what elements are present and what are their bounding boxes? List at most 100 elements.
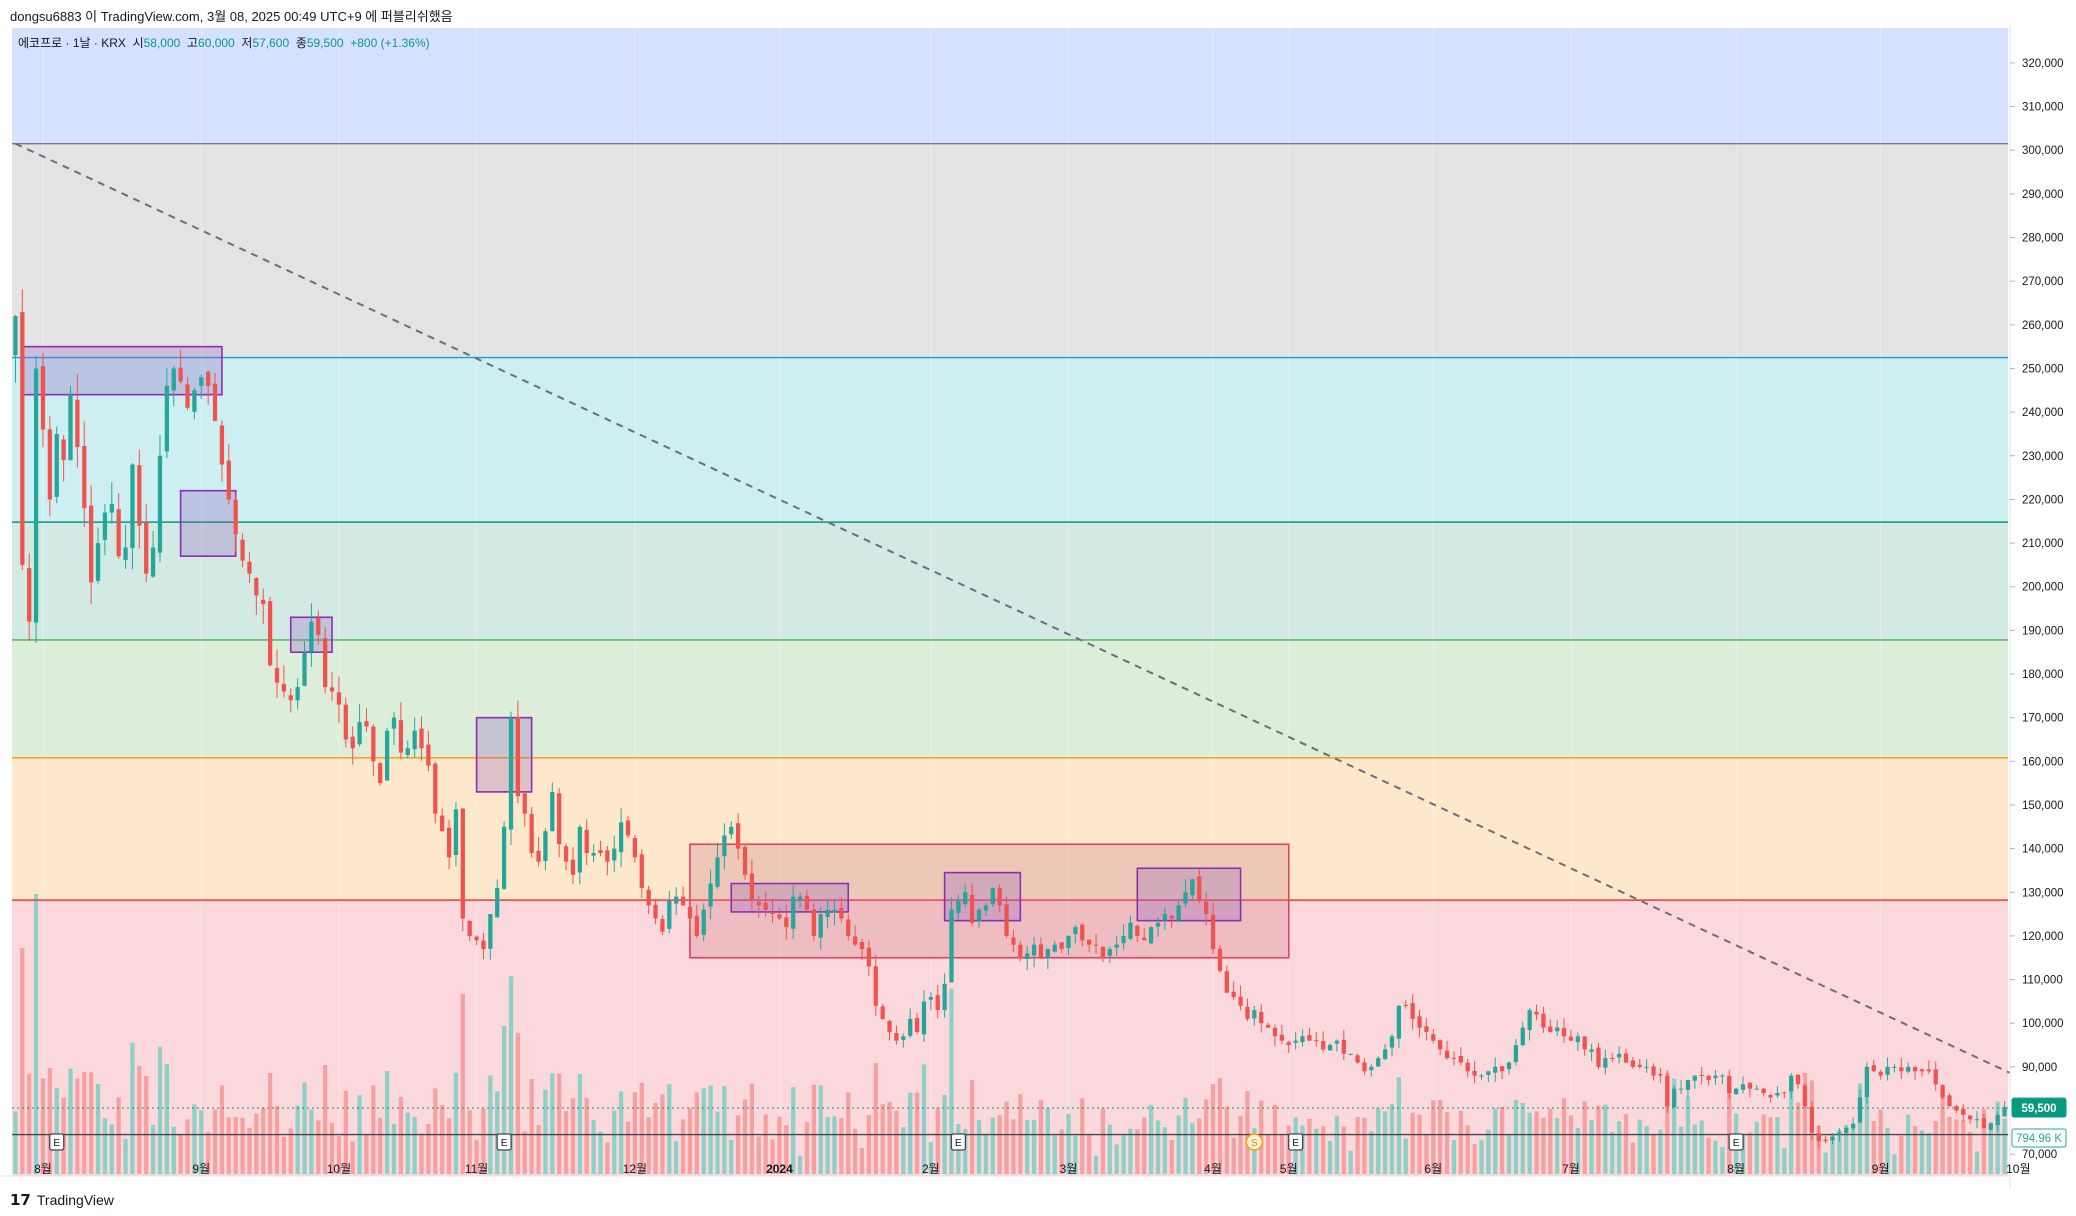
candle-body <box>281 684 287 692</box>
volume-bar <box>460 993 465 1174</box>
candle-body <box>1093 944 1099 946</box>
volume-bar <box>1761 1114 1766 1174</box>
candle-body <box>1974 1119 1980 1121</box>
volume-bar <box>1403 1138 1408 1174</box>
volume-bar <box>1892 1154 1897 1174</box>
volume-bar <box>928 1142 933 1174</box>
volume-bar <box>735 1115 741 1174</box>
earnings-icon <box>1287 1133 1304 1151</box>
volume-bar <box>1988 1122 1993 1174</box>
candle-body <box>1672 1088 1677 1108</box>
price-tick-label: 270,000 <box>2022 276 2064 288</box>
candle-body <box>1954 1106 1959 1111</box>
volume-bar <box>1410 1112 1415 1174</box>
volume-bar <box>1857 1083 1863 1174</box>
time-tick-label: 9월 <box>1872 1162 1890 1176</box>
volume-bar <box>591 1119 596 1174</box>
candle-body <box>1906 1066 1911 1072</box>
time-axis[interactable]: 8월 9월 10월 11월 12월 2024 2월 3월 4월 5월 6월 7월 8월 9월 10월 <box>0 1162 2031 1177</box>
time-tick-label: 4월 <box>1204 1162 1222 1176</box>
volume-bar <box>1341 1126 1346 1174</box>
high-value: 60,000 <box>198 36 235 50</box>
volume-bar <box>894 1110 899 1174</box>
candle-body <box>1947 1095 1952 1107</box>
volume-bar <box>501 1025 507 1174</box>
candle-body <box>240 539 245 561</box>
candle-body <box>1217 948 1223 971</box>
candle-body <box>123 547 128 560</box>
candle-body <box>1369 1066 1374 1071</box>
candle-body <box>501 826 507 889</box>
candle-body <box>942 983 947 1010</box>
volume-bar <box>1087 1134 1092 1174</box>
volume-bar <box>804 1122 810 1174</box>
volume-bar <box>1568 1115 1574 1174</box>
candle-body <box>632 838 638 858</box>
high-label: 고 <box>186 36 199 50</box>
candle-body <box>1066 935 1071 948</box>
annotation-box-6 <box>943 871 1022 922</box>
candle-body <box>921 1001 927 1035</box>
candle-body <box>612 848 617 861</box>
volume-bar <box>364 1134 369 1174</box>
candle-body <box>212 383 218 421</box>
volume-bar <box>33 894 39 1174</box>
candle-body <box>1527 1010 1532 1030</box>
candle-body <box>859 942 865 950</box>
annotation-box-3 <box>475 716 533 793</box>
volume-bar <box>1066 1113 1071 1174</box>
dividend-icon <box>1245 1133 1264 1151</box>
candle-body <box>963 892 968 905</box>
trendline[interactable] <box>15 142 2076 1135</box>
candle-body <box>791 896 796 929</box>
candle-body <box>1472 1070 1477 1076</box>
candle-body <box>109 503 114 513</box>
candle-body <box>1789 1075 1794 1092</box>
candle-body <box>646 889 651 906</box>
earnings-icon <box>950 1133 967 1151</box>
candle-body <box>1389 1036 1395 1048</box>
volume-bar <box>563 1110 569 1174</box>
volume-bar <box>164 1064 169 1174</box>
volume-bar <box>1121 1135 1126 1174</box>
candles <box>13 289 2007 1149</box>
price-axis[interactable]: 70,000 90,000 100,000 110,000 120,000 130,000… <box>2009 26 2076 1188</box>
volume-bar <box>1073 1135 1078 1174</box>
zone-band-5 <box>12 757 2008 901</box>
candle-body <box>1486 1071 1491 1075</box>
volume-bar <box>474 1139 479 1174</box>
candle-body <box>1493 1066 1498 1073</box>
volume-bar <box>1506 1134 1512 1174</box>
candle-body <box>1912 1067 1918 1072</box>
volume-bar <box>1685 1096 1691 1174</box>
candle-body <box>371 726 376 762</box>
volume-bar <box>935 1107 940 1174</box>
candle-body <box>1541 1013 1546 1028</box>
event-label: E <box>1292 1138 1299 1149</box>
volume-bar <box>1245 1091 1250 1174</box>
symbol-name: 에코프로 · 1날 · KRX <box>18 36 126 50</box>
volume-bar <box>1142 1117 1147 1174</box>
candle-body <box>1616 1053 1622 1058</box>
volume-bar <box>1610 1132 1615 1174</box>
candle-body <box>1293 1040 1298 1043</box>
tradingview-logo[interactable]: 17 TradingView <box>10 1190 114 1210</box>
candle-body <box>742 846 748 875</box>
candle-body <box>1162 914 1167 921</box>
candlestick-chart[interactable]: E E E S E E 70,000 90,000 100,000 110,000 120,000… <box>0 26 2076 1188</box>
volume-bar <box>625 1121 631 1174</box>
candle-body <box>219 425 225 465</box>
earnings-icon <box>1728 1133 1744 1151</box>
candle-body <box>1403 1004 1408 1006</box>
volume-bar <box>680 1119 686 1174</box>
volume-bar <box>1974 1151 1980 1174</box>
volume-bar <box>384 1071 390 1174</box>
candle-body <box>1727 1075 1732 1094</box>
candle-body <box>357 722 362 745</box>
volume-bar <box>1651 1134 1656 1174</box>
event-label: E <box>1733 1138 1740 1149</box>
volume-bar <box>329 1122 335 1174</box>
candle-body <box>1438 1040 1443 1050</box>
candle-body <box>1665 1075 1670 1107</box>
